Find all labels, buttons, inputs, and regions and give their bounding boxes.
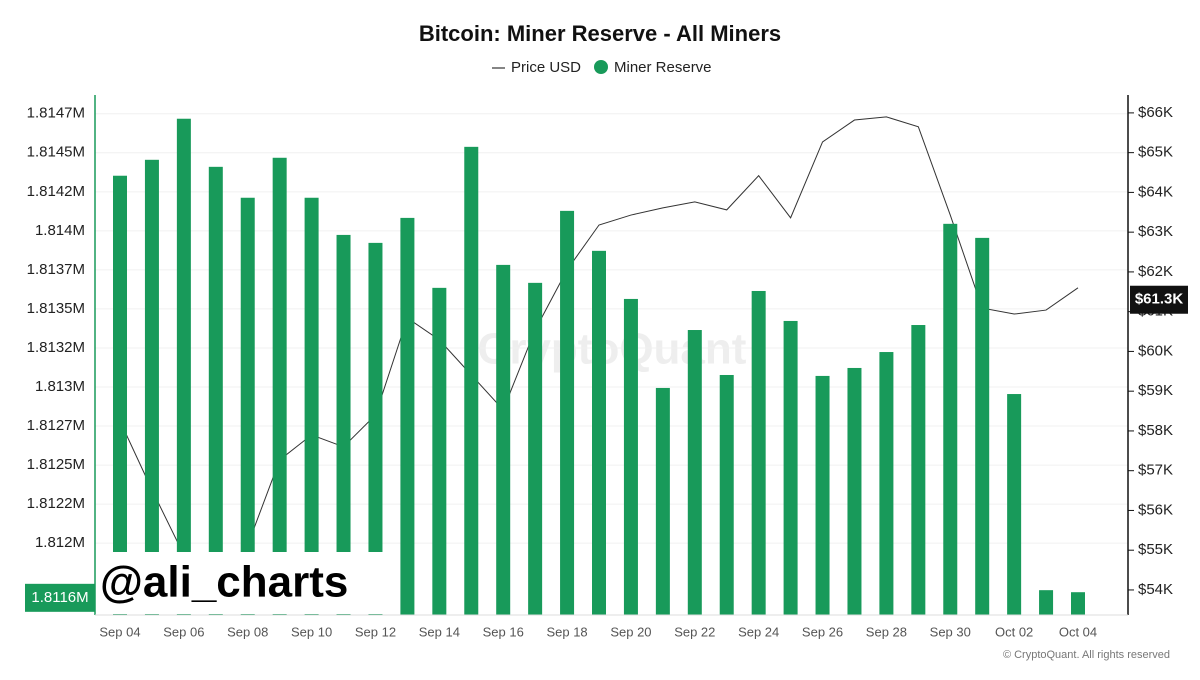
x-tick-label: Oct 04 [1059,624,1097,639]
y-tick-label: 1.8145M [27,144,85,161]
x-tick-label: Sep 16 [483,624,524,639]
y2-tick-label: $58K [1138,422,1173,439]
y2-tick-label: $56K [1138,501,1173,518]
bar [208,166,223,615]
x-tick-label: Sep 04 [99,624,140,639]
bar [783,320,798,615]
x-tick-label: Sep 08 [227,624,268,639]
y-tick-label: 1.814M [35,222,85,239]
bar [592,250,606,615]
x-tick-label: Sep 06 [163,624,204,639]
y2-tick-label: $59K [1138,382,1173,399]
bar [1007,394,1022,615]
bar [911,325,926,615]
bar [304,197,319,616]
x-tick-label: Sep 18 [546,624,587,639]
y-tick-label: 1.8122M [27,495,85,512]
y2-tick-label: $66K [1138,104,1173,121]
y2-tick-label: $65K [1138,144,1173,161]
y-tick-label: 1.8127M [27,417,85,434]
x-tick-label: Sep 22 [674,624,715,639]
footer: © CryptoQuant. All rights reserved [1003,649,1170,661]
y-tick-label: 1.812M [35,534,85,551]
overlay-handle: @ali_charts [100,558,348,607]
y2-tick-label: $60K [1138,342,1173,359]
x-tick-label: Sep 24 [738,624,779,639]
legend: Price USD Miner Reserve [492,59,712,76]
x-tick-label: Sep 10 [291,624,332,639]
x-tick-label: Sep 28 [866,624,907,639]
bar [1071,592,1085,615]
bar [272,157,287,615]
x-tick-label: Sep 12 [355,624,396,639]
x-tick-label: Sep 20 [610,624,651,639]
chart-title: Bitcoin: Miner Reserve - All Miners [419,21,781,46]
legend-dot-swatch [594,60,608,74]
y2-tick-label: $63K [1138,223,1173,240]
bar [847,367,862,615]
bar [176,118,191,616]
bar [528,282,543,615]
y2-tick-label: $55K [1138,541,1173,558]
y-tick-label: 1.8125M [27,456,85,473]
bar [943,223,958,615]
x-tick-label: Sep 26 [802,624,843,639]
x-tick-label: Sep 14 [419,624,460,639]
y-tick-label: 1.8135M [27,300,85,317]
bar [496,264,511,615]
y-tick-label: 1.8142M [27,183,85,200]
last-price-label: $61.3K [1135,291,1184,308]
y-tick-label: 1.8137M [27,261,85,278]
x-tick-label: Oct 02 [995,624,1033,639]
y-tick-label: 1.8147M [27,105,85,122]
last-price-badge [1130,285,1188,314]
bar [560,210,575,616]
y2-tick-label: $57K [1138,462,1173,479]
legend-label: Miner Reserve [614,59,712,76]
last-value-label: 1.8116M [31,589,88,606]
x-tick-label: Sep 30 [930,624,971,639]
bar [687,330,702,615]
bar [815,375,830,615]
bar [240,197,255,616]
y2-tick-label: $64K [1138,183,1173,200]
overlay-box [96,552,388,614]
bar [751,290,766,615]
bar [655,387,670,615]
bar [975,237,990,616]
bar [432,287,447,615]
y2-tick-label: $54K [1138,581,1173,598]
bar [400,217,415,615]
watermark: CryptoQuant [478,325,747,374]
bar [1039,590,1054,615]
bar [113,175,127,615]
bar [144,159,159,615]
bar [336,234,351,616]
y2-tick-label: $62K [1138,263,1173,280]
bar [623,298,638,615]
bar [719,374,734,615]
legend-label: Price USD [511,59,581,76]
y-tick-label: 1.813M [35,378,85,395]
bar [879,352,894,615]
y-tick-label: 1.8132M [27,339,85,356]
bar [368,242,383,615]
bar [464,146,479,615]
last-value-badge [25,583,95,612]
